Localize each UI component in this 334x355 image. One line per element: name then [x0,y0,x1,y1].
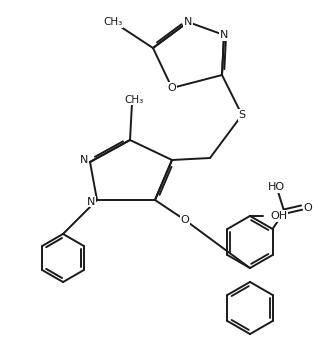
Text: N: N [80,155,88,165]
Text: O: O [303,203,312,213]
Text: CH₃: CH₃ [124,95,143,105]
Text: N: N [220,30,228,40]
Text: O: O [168,83,176,93]
Text: CH₃: CH₃ [103,17,123,27]
Text: OH: OH [270,211,287,221]
Text: N: N [87,197,95,207]
Text: HO: HO [268,182,285,192]
Text: O: O [181,215,189,225]
Text: N: N [184,17,192,27]
Text: S: S [238,110,245,120]
